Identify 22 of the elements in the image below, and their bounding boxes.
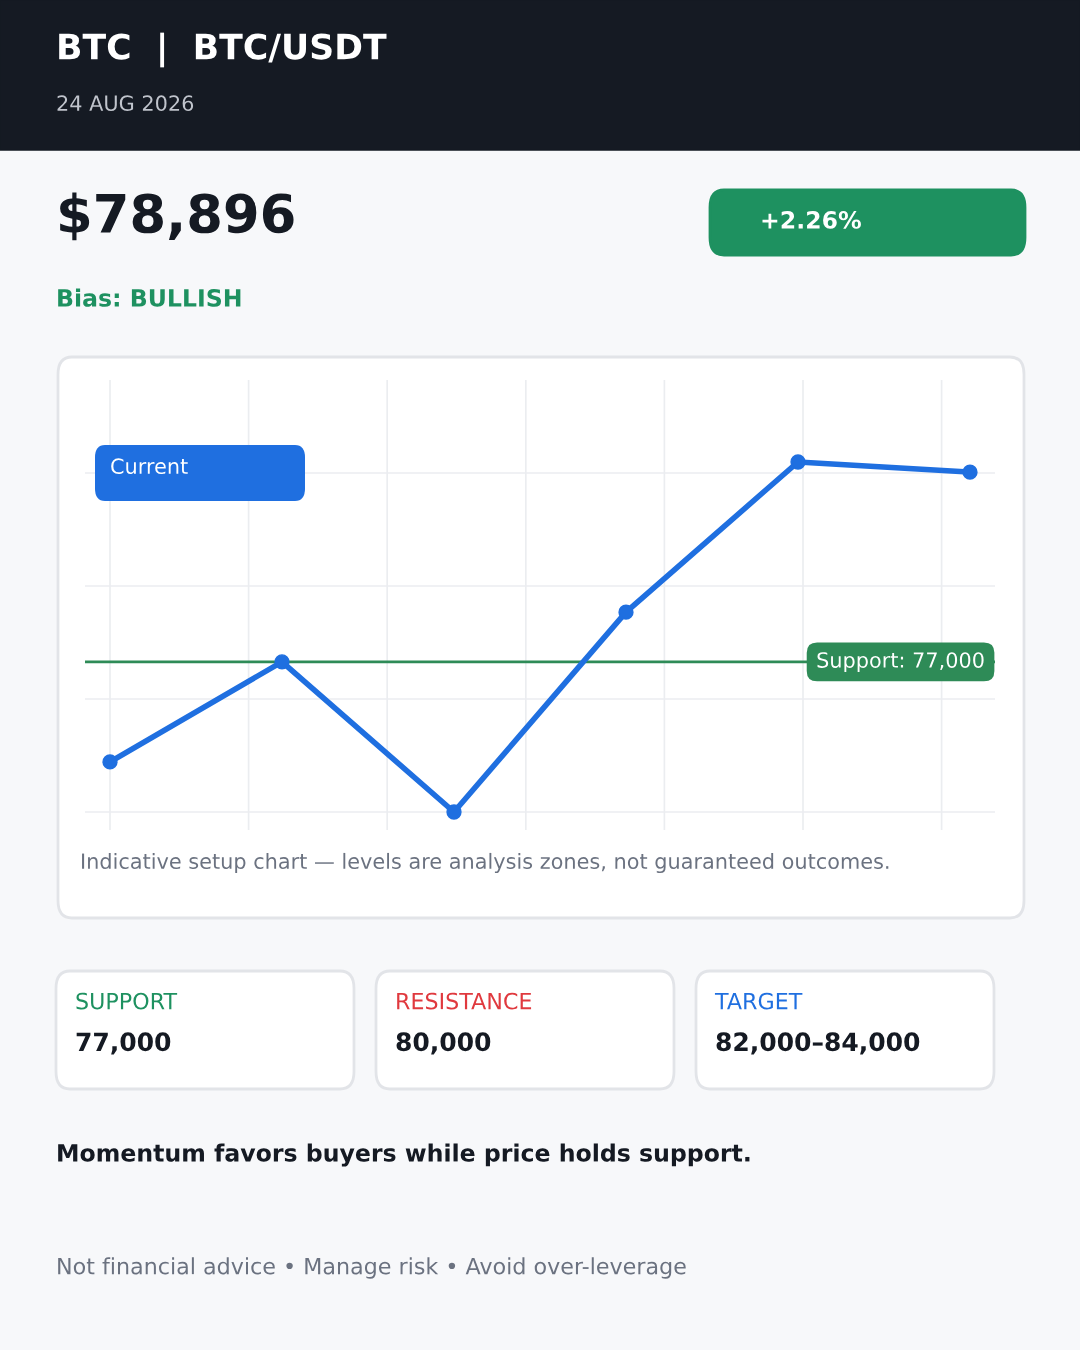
text: Indicative setup chart — levels are analysis zones, not guaranteed outcomes.: [82, 852, 889, 874]
point: [446, 804, 462, 820]
point: [790, 454, 806, 470]
text: TARGET: [714, 992, 803, 1010]
chart-title: BTC | BTC/USDT: [59, 32, 387, 68]
text: RESISTANCE: [397, 992, 532, 1010]
point: [618, 604, 634, 620]
annotation: Current: [111, 458, 188, 475]
point: [274, 654, 290, 670]
text: 77,000: [76, 1032, 171, 1055]
text: $78,896: [60, 192, 294, 241]
text: +2.26%: [762, 210, 861, 229]
point: [962, 464, 978, 480]
text: Bias: BULLISH: [58, 288, 241, 307]
annotation: Support: 77,000: [817, 652, 984, 672]
text: Not financial advice • Manage risk • Avoid over-leverage: [58, 1257, 686, 1279]
text: Momentum favors buyers while price holds support.: [58, 1143, 750, 1167]
text: SUPPORT: [76, 992, 178, 1010]
text: 82,000–84,000: [716, 1032, 920, 1055]
text: 80,000: [396, 1032, 491, 1055]
point: [102, 754, 118, 770]
chart-subtitle: 24 AUG 2026: [57, 95, 194, 112]
